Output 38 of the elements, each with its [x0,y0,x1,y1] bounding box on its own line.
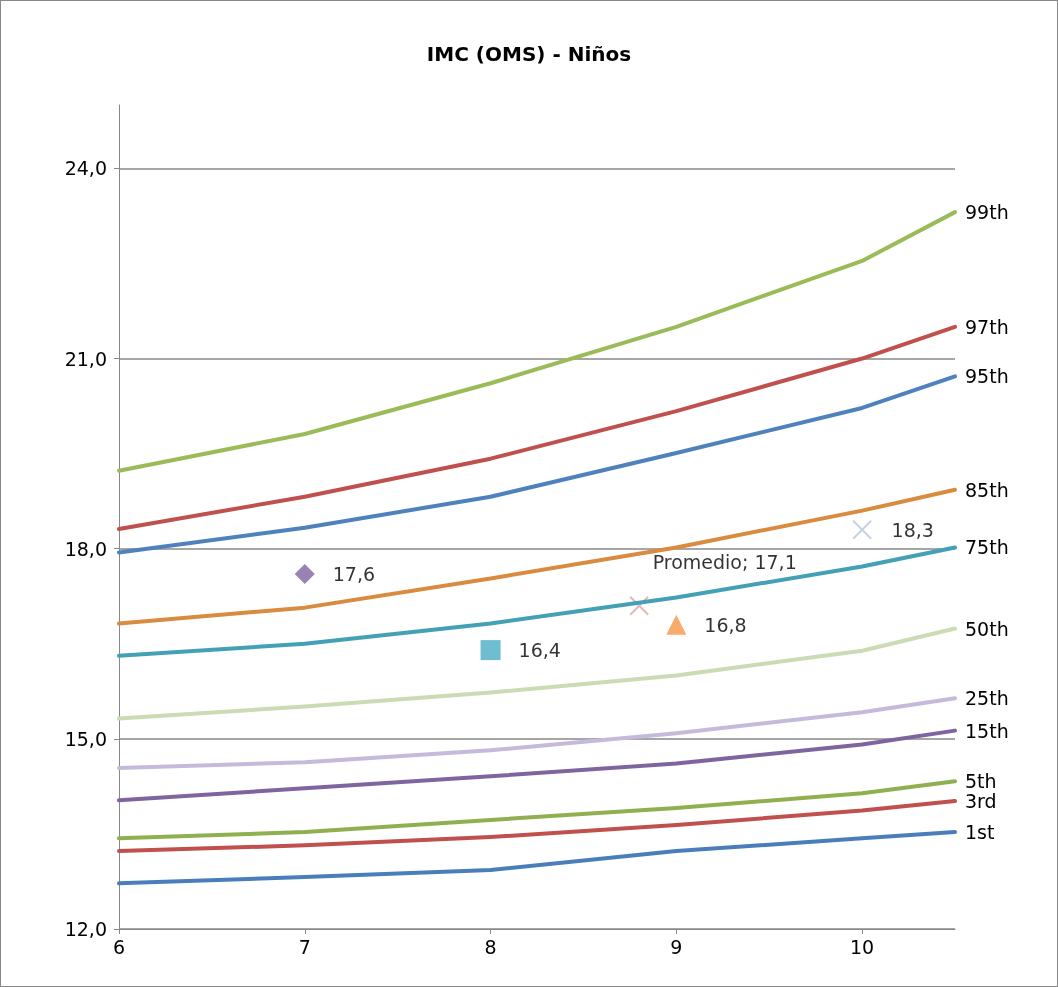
point [852,519,873,540]
series-label: 95th [965,365,1009,388]
series-label: 85th [965,478,1009,501]
line-series [117,728,957,803]
line-series [117,545,957,658]
line-series [117,830,957,886]
series-label: 25th [965,687,1009,710]
series-label: 50th [965,617,1009,640]
line-series [117,210,957,473]
point [294,564,315,585]
data-label: 17,6 [332,563,376,586]
line-series [117,779,957,841]
y-tick-label: 18,0 [64,537,107,560]
point [666,614,687,635]
y-tick-label: 12,0 [64,918,107,940]
data-label: Promedio; 17,1 [652,550,797,573]
y-tick-label: 21,0 [64,347,107,370]
x-tick-label: 10 [850,935,875,958]
data-label: 16,8 [704,613,747,636]
y-tick-label: 15,0 [64,727,107,750]
x-tick-label: 9 [670,935,683,958]
data-label: 16,4 [518,639,561,662]
line-series [117,696,957,770]
chart-title: IMC (OMS) - Niños [426,42,632,66]
point [629,595,650,616]
x-tick-label: 6 [112,935,126,958]
y-tick-label: 24,0 [64,157,107,180]
series-label: 1st [965,821,995,844]
data-label: 18,3 [891,518,934,541]
series-label: 15th [965,719,1009,742]
series-label: 75th [965,536,1009,559]
line-series [117,374,957,555]
series-label: 99th [965,201,1009,224]
point [480,640,501,661]
x-tick-label: 7 [298,935,311,958]
x-tick-label: 8 [484,935,497,958]
line-series [117,798,957,854]
series-label: 97th [965,315,1009,338]
